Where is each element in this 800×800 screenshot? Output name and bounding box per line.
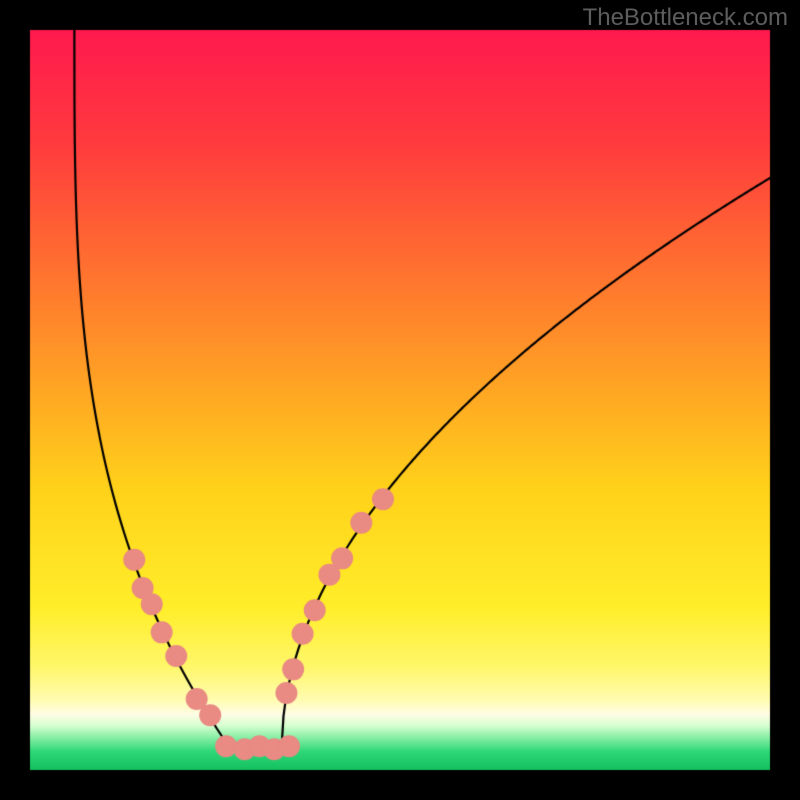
bottleneck-chart-canvas xyxy=(0,0,800,800)
watermark-text: TheBottleneck.com xyxy=(583,4,788,32)
chart-stage: TheBottleneck.com xyxy=(0,0,800,800)
